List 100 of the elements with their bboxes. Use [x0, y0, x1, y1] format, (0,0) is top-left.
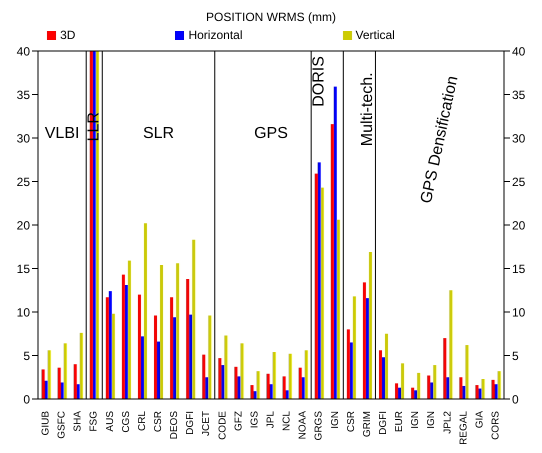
- x-tick-label: SHA: [72, 410, 84, 432]
- x-tick-label: AUS: [104, 410, 116, 432]
- bar: [304, 350, 308, 399]
- y-tick-label: 40: [16, 44, 30, 58]
- y-tick-label: 20: [16, 218, 30, 232]
- bar: [42, 369, 45, 399]
- bar: [272, 352, 276, 399]
- bar: [221, 365, 224, 399]
- bar: [60, 382, 64, 399]
- y2-tick-label: 35: [512, 88, 526, 102]
- bar: [362, 282, 366, 399]
- bar: [336, 220, 340, 399]
- x-tick-label: CGS: [120, 410, 132, 433]
- chart-title: POSITION WRMS (mm): [205, 9, 337, 26]
- bar: [106, 297, 109, 399]
- x-tick-label: DGFI: [378, 411, 389, 435]
- bar: [475, 385, 478, 399]
- bar: [80, 332, 83, 399]
- legend-label: Vertical: [356, 28, 395, 42]
- bar: [491, 380, 494, 399]
- y2-tick-label: 15: [512, 262, 526, 276]
- x-tick-label: IGN: [426, 411, 438, 429]
- bar: [224, 335, 228, 399]
- x-tick-label: CSR: [346, 411, 357, 432]
- bar: [74, 364, 77, 399]
- bar: [384, 334, 388, 399]
- bar: [270, 384, 272, 399]
- bar: [320, 188, 324, 399]
- bar: [382, 357, 385, 399]
- bar: [253, 391, 256, 399]
- x-tick-label: CSR: [153, 411, 164, 432]
- x-tick-label: REGAL: [458, 410, 470, 445]
- y-tick-label: 0: [23, 392, 30, 406]
- y2-tick-label: 25: [512, 174, 526, 189]
- annotation: Multi-tech.: [358, 72, 376, 146]
- bar: [443, 338, 446, 399]
- bar: [395, 383, 398, 399]
- bar: [108, 291, 112, 399]
- bar: [449, 290, 452, 399]
- annotation: VLBI: [44, 125, 80, 142]
- bar: [368, 252, 372, 399]
- y-tick-label: 15: [16, 262, 30, 276]
- annotation: SLR: [142, 125, 174, 142]
- x-tick-label: CODE: [217, 410, 228, 440]
- bar: [352, 296, 356, 399]
- x-tick-label: JPL2: [442, 410, 454, 434]
- bar: [350, 342, 353, 399]
- y-tick-label: 35: [16, 88, 30, 102]
- bar: [250, 385, 254, 399]
- bar: [427, 376, 430, 399]
- x-tick-label: GSFC: [56, 411, 68, 439]
- bar: [417, 372, 420, 399]
- bar: [218, 358, 222, 399]
- bar: [401, 363, 404, 399]
- bar: [237, 376, 240, 399]
- bar: [430, 382, 434, 399]
- x-tick-label: JPL: [266, 410, 276, 428]
- x-tick-label: IGS: [249, 410, 260, 428]
- y2-tick-label: 10: [512, 305, 526, 320]
- x-tick-label: FSG: [88, 410, 100, 432]
- bar: [318, 162, 321, 399]
- bar: [256, 371, 260, 399]
- bar: [465, 345, 468, 399]
- bar: [334, 86, 337, 399]
- bar: [154, 315, 158, 399]
- bar: [462, 386, 466, 399]
- bar: [497, 371, 500, 399]
- x-tick-label: IGN: [330, 411, 341, 429]
- annotation: DORIS: [310, 56, 328, 107]
- bar: [286, 390, 289, 399]
- bar: [314, 174, 318, 399]
- bar: [446, 377, 450, 399]
- bar: [266, 374, 270, 399]
- x-tick-label: NOAA: [298, 410, 309, 440]
- bar: [157, 342, 160, 399]
- bar: [173, 317, 176, 399]
- y-tick-label: 30: [16, 131, 30, 146]
- x-tick-label: NCL: [282, 410, 293, 432]
- x-tick-label: GIUB: [40, 410, 52, 436]
- bar: [189, 314, 192, 399]
- x-tick-label: EUR: [394, 411, 406, 432]
- bar: [302, 377, 305, 399]
- bar: [186, 278, 190, 399]
- x-tick-label: JCET: [201, 411, 212, 436]
- bar: [478, 388, 482, 399]
- y2-tick-label: 0: [512, 392, 519, 406]
- legend-label: Horizontal: [188, 28, 242, 42]
- bar: [144, 223, 147, 399]
- bar: [112, 314, 115, 399]
- bar: [398, 388, 402, 399]
- y2-tick-label: 20: [512, 218, 526, 232]
- bar: [122, 274, 125, 399]
- bar: [234, 366, 238, 399]
- bar: [76, 384, 80, 399]
- bar: [378, 350, 382, 399]
- bar: [140, 336, 144, 399]
- bar: [282, 376, 286, 399]
- y-tick-label: 5: [23, 348, 30, 363]
- bar: [202, 354, 206, 399]
- y2-tick-label: 40: [512, 44, 526, 58]
